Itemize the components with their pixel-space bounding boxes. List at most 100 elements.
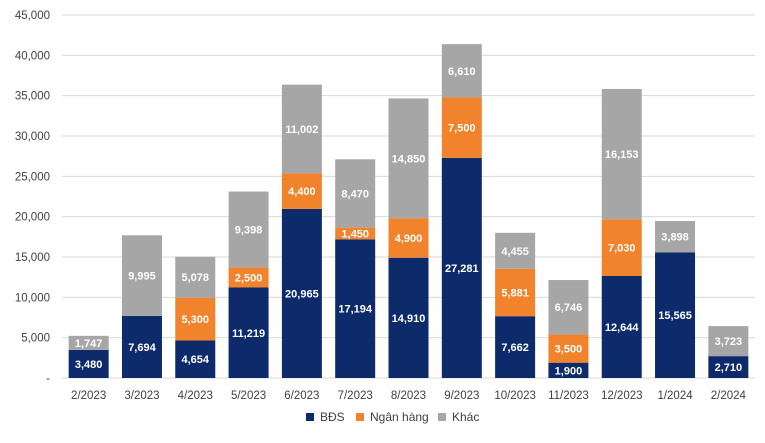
bar-segment-0 [121,315,162,378]
bar-segment-2 [228,191,269,268]
bar-segment-1 [441,97,482,158]
bar-segment-2 [601,88,642,220]
y-tick-label: 35,000 [15,91,50,103]
y-tick-label: 30,000 [15,131,50,143]
x-tick-label: 2/2024 [711,390,747,402]
data-label: 2,500 [235,272,263,284]
bar-segment-0 [601,276,642,378]
bar-segment-2 [388,98,429,219]
x-tick-label: 9/2023 [444,390,479,402]
bar-segment-1 [495,268,536,317]
x-axis: 2/2023 3/2023 4/2023 5/2023 6/2023 7/2023 8/20… [71,390,746,402]
legend-label: BĐS [320,410,345,424]
bars [68,44,749,378]
x-tick-label: 2/2023 [71,390,106,402]
data-label: 16,153 [605,149,639,161]
data-label: 3,480 [75,359,103,371]
legend-swatch [306,413,314,421]
x-tick-label: 7/2023 [338,390,373,402]
data-label: 4,455 [501,246,529,258]
x-tick-label: 1/2024 [657,390,693,402]
x-tick-label: 3/2023 [124,390,159,402]
data-label: 27,281 [445,263,479,275]
data-label: 4,654 [182,354,210,366]
legend-label: Khác [452,410,479,424]
bar-segment-1 [335,227,376,240]
data-label: 9,398 [235,224,263,236]
bar-segment-0 [388,257,429,378]
data-label: 7,662 [501,342,529,354]
data-label: 7,030 [608,243,636,255]
bar-segment-2 [281,84,322,174]
data-label: 8,470 [341,188,369,200]
bar-segment-0 [228,287,269,378]
bar-segment-1 [281,173,322,209]
data-label: 20,965 [285,288,319,300]
bar-segment-2 [548,280,589,335]
data-label: 12,644 [605,322,640,334]
data-label: 3,500 [555,344,583,356]
x-tick-label: 12/2023 [601,390,643,402]
data-label: 4,900 [395,233,423,245]
bar-segment-2 [335,159,376,228]
data-label: 14,850 [392,153,426,165]
data-label: 7,694 [128,342,156,354]
data-label: 11,002 [285,124,318,136]
data-label: 3,723 [715,336,743,348]
data-label: 5,881 [501,287,529,299]
data-label: 15,565 [658,310,692,322]
y-tick-label: 5,000 [21,333,50,345]
x-tick-label: 10/2023 [494,390,536,402]
data-label: 5,078 [182,272,210,284]
x-tick-label: 4/2023 [178,390,213,402]
bar-segment-0 [548,362,589,378]
bar-segment-0 [441,157,482,378]
bar-segment-0 [175,340,216,378]
data-label: 1,900 [555,365,583,377]
data-label: 9,995 [128,271,156,283]
y-tick-label: 20,000 [15,212,50,224]
y-tick-label: 40,000 [15,50,50,62]
bar-segment-2 [175,256,216,298]
bar-segment-1 [601,219,642,277]
data-label: 3,898 [661,232,689,244]
bar-segment-2 [495,232,536,269]
y-tick-label: - [46,373,50,385]
x-tick-label: 8/2023 [391,390,426,402]
y-tick-label: 45,000 [15,10,50,22]
y-axis: - 5,000 10,000 15,000 20,000 25,000 30,000 35,0… [15,10,50,385]
y-tick-label: 15,000 [15,252,50,264]
data-label: 1,450 [341,228,369,240]
data-label: 6,746 [555,302,583,314]
y-tick-label: 25,000 [15,171,50,183]
bar-segment-0 [708,356,749,378]
data-label: 11,219 [232,328,265,340]
bar-segment-2 [121,235,162,316]
bar-segment-0 [68,349,109,378]
data-label: 1,747 [75,338,103,350]
bar-segment-1 [388,218,429,258]
legend: BĐS Ngân hàng Khác [306,410,479,424]
data-labels: 3,480 1,747 7,694 9,995 4,654 5,300 5,078 11,21… [75,66,742,378]
data-label: 6,610 [448,66,476,78]
bar-segment-1 [175,297,216,341]
data-label: 14,910 [392,313,426,325]
x-tick-label: 6/2023 [284,390,319,402]
bar-segment-2 [441,44,482,98]
bar-segment-0 [281,208,322,378]
bar-segment-0 [495,316,536,378]
bar-segment-0 [335,239,376,378]
data-label: 4,400 [288,186,316,198]
x-tick-label: 11/2023 [548,390,589,402]
bar-segment-1 [548,334,589,363]
bar-segment-1 [228,267,269,288]
legend-label: Ngân hàng [370,410,429,424]
x-tick-label: 5/2023 [231,390,266,402]
data-label: 5,300 [182,314,210,326]
bar-segment-2 [708,326,749,357]
bar-segment-2 [68,335,109,350]
bar-segment-2 [655,220,696,253]
data-label: 2,710 [715,362,743,374]
legend-swatch [438,413,446,421]
